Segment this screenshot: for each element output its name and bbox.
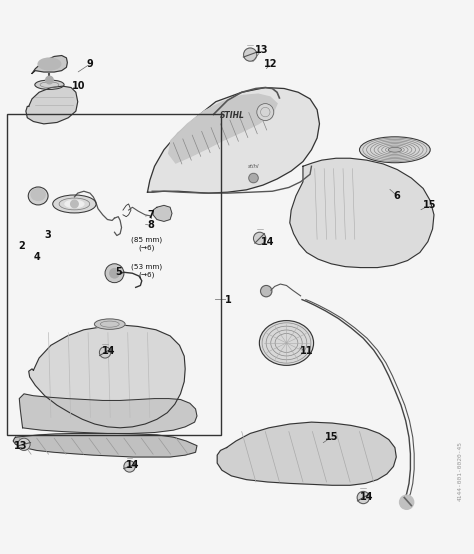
Circle shape (261, 285, 272, 297)
Text: 11: 11 (300, 346, 313, 356)
Circle shape (100, 347, 111, 358)
Text: 15: 15 (325, 432, 338, 442)
Text: 14: 14 (126, 460, 139, 470)
Polygon shape (169, 94, 277, 163)
Circle shape (124, 461, 135, 472)
Circle shape (254, 232, 266, 244)
Text: 2: 2 (18, 242, 25, 252)
Text: 7: 7 (148, 210, 155, 220)
Text: 13: 13 (255, 45, 268, 55)
Polygon shape (29, 325, 185, 428)
Polygon shape (13, 433, 197, 457)
Circle shape (357, 491, 369, 504)
Text: 5: 5 (115, 267, 122, 278)
Polygon shape (290, 158, 434, 268)
Ellipse shape (65, 201, 84, 208)
Text: 1: 1 (225, 295, 232, 305)
Text: 13: 13 (13, 440, 27, 451)
Text: (→6): (→6) (138, 272, 155, 278)
Circle shape (400, 495, 414, 509)
Polygon shape (217, 422, 396, 485)
Ellipse shape (53, 195, 96, 213)
Ellipse shape (259, 321, 314, 365)
Text: 15: 15 (422, 201, 436, 211)
Text: 14: 14 (102, 346, 116, 356)
Polygon shape (26, 86, 78, 124)
Text: 4: 4 (33, 252, 40, 262)
Text: 14: 14 (360, 491, 374, 501)
Circle shape (110, 269, 119, 278)
Text: stihl: stihl (248, 164, 259, 169)
Ellipse shape (388, 147, 401, 152)
Text: 9: 9 (87, 59, 93, 69)
Ellipse shape (35, 80, 64, 89)
Polygon shape (32, 55, 67, 74)
Ellipse shape (38, 58, 61, 70)
Text: 14: 14 (261, 237, 274, 247)
Text: 12: 12 (264, 59, 278, 69)
Circle shape (249, 173, 258, 183)
Ellipse shape (28, 187, 48, 205)
Circle shape (46, 76, 53, 84)
Polygon shape (147, 88, 319, 193)
Bar (7, 115, 220, 435)
Circle shape (244, 48, 257, 61)
Ellipse shape (94, 319, 125, 329)
Polygon shape (153, 206, 172, 222)
Text: 3: 3 (44, 229, 51, 239)
Circle shape (71, 200, 78, 208)
Text: (53 mm): (53 mm) (131, 263, 162, 270)
Circle shape (18, 438, 30, 450)
Text: STIHL: STIHL (220, 111, 245, 120)
Polygon shape (19, 394, 197, 433)
Circle shape (105, 264, 124, 283)
Text: 10: 10 (72, 81, 85, 91)
Text: 4144-001-0020-45: 4144-001-0020-45 (457, 441, 462, 501)
Text: 8: 8 (148, 220, 155, 230)
Ellipse shape (359, 137, 430, 163)
Ellipse shape (31, 189, 45, 201)
Text: 6: 6 (394, 191, 401, 201)
Text: (85 mm): (85 mm) (131, 236, 162, 243)
Circle shape (257, 104, 274, 121)
Text: (→6): (→6) (138, 244, 155, 251)
